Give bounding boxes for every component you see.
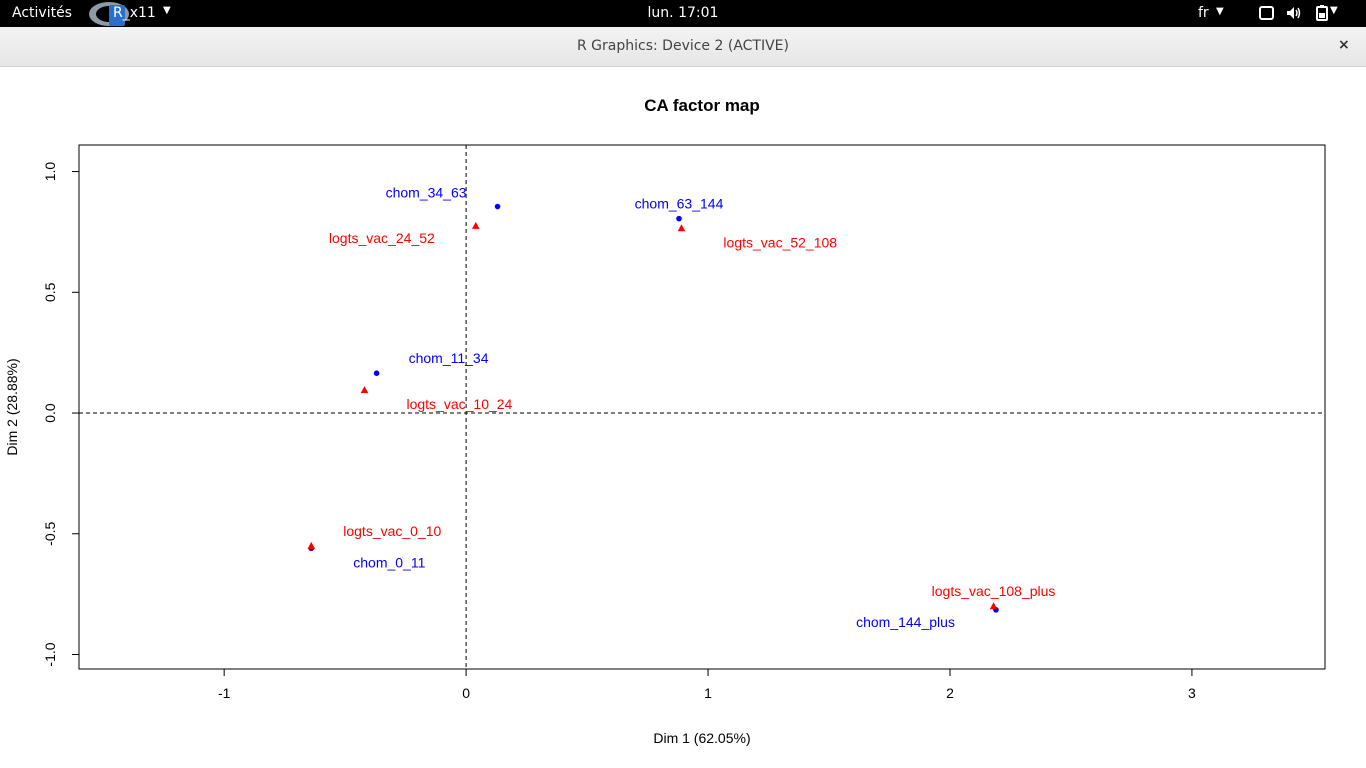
point-chom_63_144 — [676, 215, 682, 222]
data-points: chom_0_11 chom_11_34 chom_34_63 chom_63_144… — [307, 185, 1055, 630]
x-tick-label: -1 — [218, 685, 231, 701]
point-logts_vac_0_10 — [307, 541, 316, 549]
y-tick-label: -1.0 — [42, 642, 58, 666]
x-tick-label: 0 — [462, 685, 470, 701]
x-tick-label: 2 — [946, 685, 954, 701]
battery-icon[interactable] — [1314, 4, 1332, 22]
chart-title: CA factor map — [644, 96, 760, 115]
y-axis: -1.0 -0.5 0.0 0.5 1.0 — [42, 162, 80, 667]
x-axis: -1 0 1 2 3 — [218, 668, 1196, 701]
point-label: chom_63_144 — [635, 196, 724, 212]
plot-frame — [78, 144, 1326, 670]
reference-lines — [79, 145, 1325, 669]
point-label: logts_vac_52_108 — [723, 234, 837, 250]
x-tick-label: 1 — [704, 685, 712, 701]
window-title: R Graphics: Device 2 (ACTIVE) — [577, 38, 789, 54]
y-tick-label: 0.5 — [42, 282, 58, 302]
point-label: logts_vac_0_10 — [343, 523, 441, 539]
point-chom_11_34 — [373, 370, 380, 376]
x-tick-label: 3 — [1188, 685, 1196, 701]
point-logts_vac_24_52 — [471, 221, 480, 229]
point-label: chom_34_63 — [386, 185, 467, 201]
point-label: logts_vac_24_52 — [329, 230, 435, 246]
r-logo-icon — [88, 1, 134, 27]
y-tick-label: -0.5 — [42, 521, 58, 545]
point-chom_34_63 — [494, 203, 501, 210]
window-titlebar[interactable]: R Graphics: Device 2 (ACTIVE) × — [0, 27, 1366, 67]
clock[interactable]: lun. 17:01 — [647, 5, 719, 21]
y-tick-label: 1.0 — [42, 162, 58, 182]
app-menu-caret-icon[interactable]: ▼ — [163, 5, 171, 16]
point-label: logts_vac_108_plus — [932, 583, 1056, 599]
plot-canvas: CA factor map -1 0 1 2 3 -1.0 -0.5 0.0 0.5 1.0 c… — [4, 96, 1326, 746]
y-tick-label: 0.0 — [42, 403, 58, 423]
activities-button[interactable]: Activités — [12, 5, 72, 21]
point-logts_vac_108_plus — [989, 602, 998, 610]
point-label: chom_0_11 — [353, 554, 425, 570]
window-switch-icon[interactable] — [1258, 4, 1276, 22]
close-button[interactable]: × — [1338, 37, 1350, 53]
x-axis-label: Dim 1 (62.05%) — [653, 730, 750, 746]
point-logts_vac_52_108 — [677, 224, 686, 232]
language-indicator[interactable]: fr — [1198, 5, 1209, 21]
point-label: chom_11_34 — [409, 350, 489, 366]
language-caret-icon[interactable]: ▼ — [1216, 6, 1224, 17]
top-bar: Activités R_x11 ▼ lun. 17:01 fr ▼ ▼ — [0, 0, 1366, 27]
app-menu[interactable] — [88, 0, 134, 27]
point-label: chom_144_plus — [856, 614, 955, 630]
app-menu-label[interactable]: R_x11 — [113, 5, 156, 21]
point-logts_vac_10_24 — [360, 386, 369, 394]
volume-icon[interactable] — [1285, 4, 1303, 22]
y-axis-label: Dim 2 (28.88%) — [4, 358, 20, 455]
point-label: logts_vac_10_24 — [406, 396, 512, 412]
system-menu-caret-icon[interactable]: ▼ — [1330, 5, 1338, 16]
